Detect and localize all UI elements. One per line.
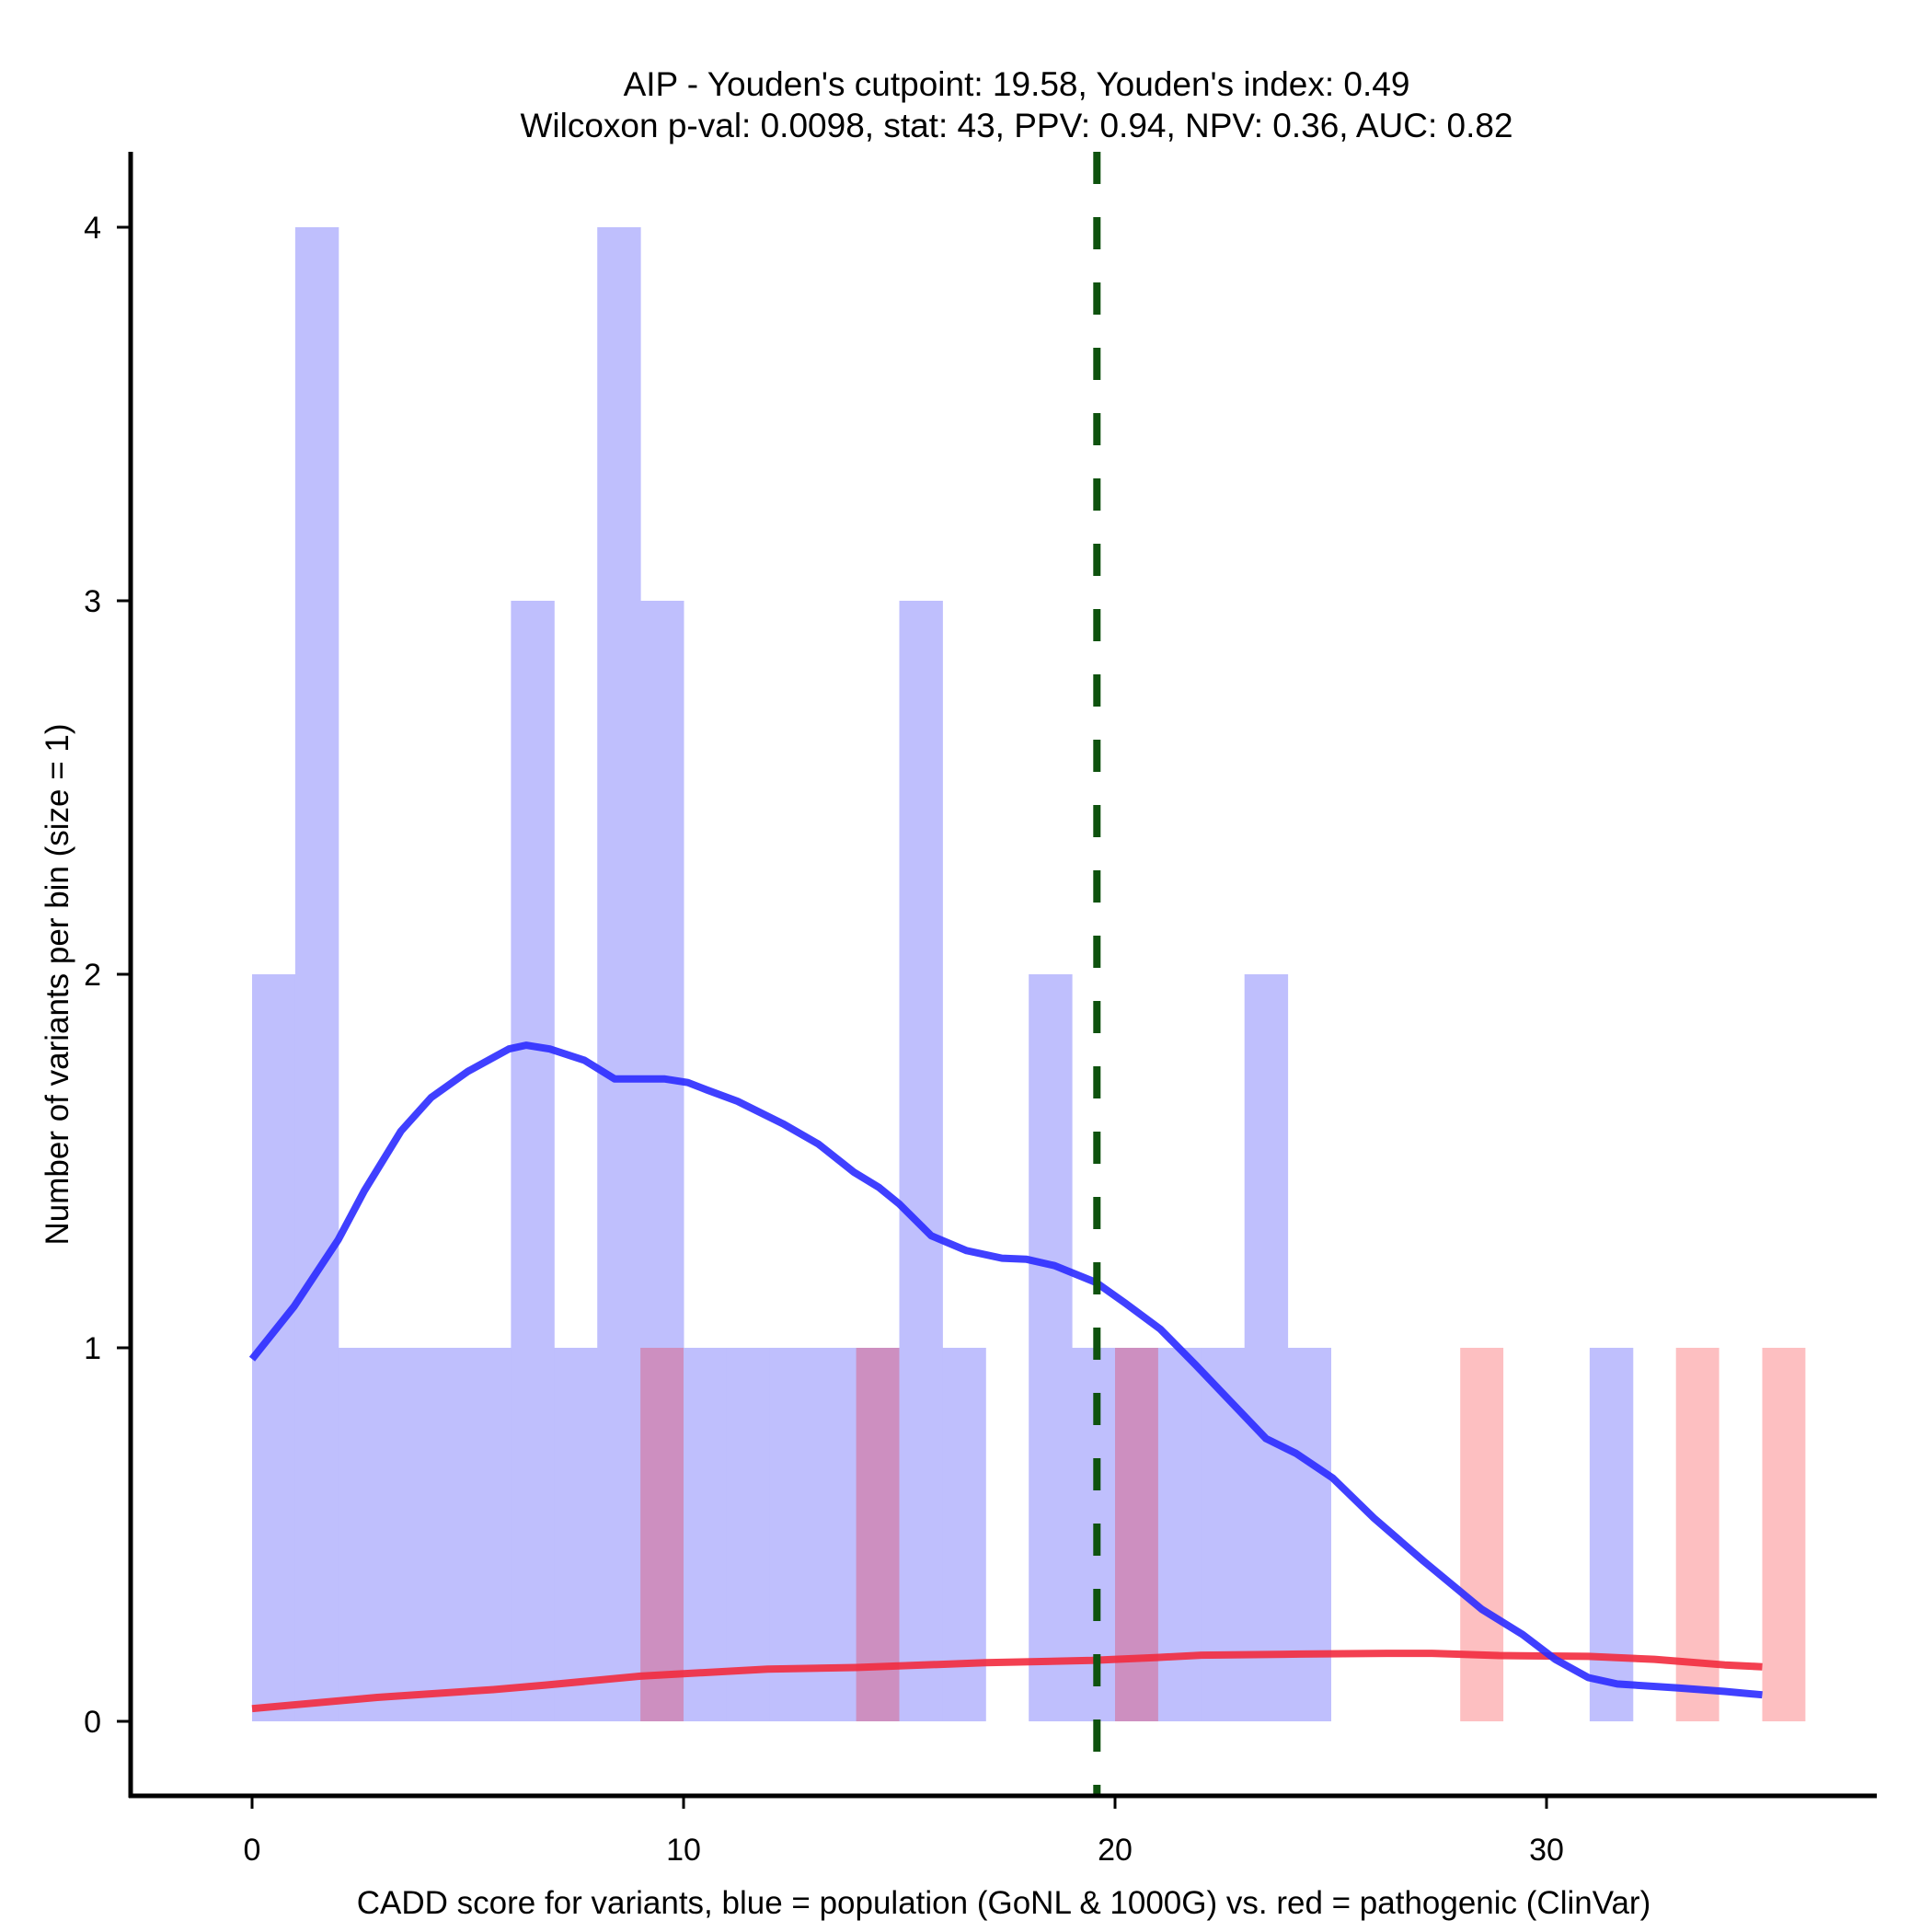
- y-tick-label: 0: [84, 1705, 101, 1740]
- y-tick-label: 4: [84, 211, 101, 246]
- population-bar: [684, 1348, 728, 1721]
- x-tick-label: 10: [666, 1833, 701, 1868]
- axes: 0 10 20 30 0 1 2 3 4: [84, 152, 1877, 1868]
- population-bar: [597, 227, 641, 1721]
- population-bar: [511, 601, 555, 1721]
- pathogenic-bar-overlap: [640, 1348, 684, 1721]
- chart-title: AIP - Youden's cutpoint: 19.58, Youden's…: [624, 65, 1410, 103]
- chart-subtitle: Wilcoxon p-val: 0.0098, stat: 43, PPV: 0…: [520, 107, 1512, 144]
- population-bar: [1201, 1348, 1246, 1721]
- population-bar: [726, 1348, 771, 1721]
- population-bar: [1029, 974, 1073, 1721]
- x-axis-title: CADD score for variants, blue = populati…: [357, 1885, 1651, 1921]
- population-bar: [338, 1348, 383, 1721]
- pathogenic-bar-overlap: [856, 1348, 900, 1721]
- y-axis-ticks: 0 1 2 3 4: [84, 211, 131, 1740]
- population-bar: [1589, 1348, 1634, 1721]
- x-tick-label: 0: [244, 1833, 261, 1868]
- population-bar: [554, 1348, 598, 1721]
- x-axis-ticks: 0 10 20 30: [244, 1796, 1564, 1868]
- population-bar: [942, 1348, 986, 1721]
- population-bar: [899, 601, 943, 1721]
- pathogenic-density-line: [251, 1650, 1763, 1713]
- x-tick-label: 20: [1098, 1833, 1133, 1868]
- x-tick-label: 30: [1529, 1833, 1564, 1868]
- population-bar: [812, 1348, 857, 1721]
- population-density-line: [248, 1041, 1763, 1699]
- density-lines: [248, 1041, 1763, 1713]
- y-axis-title: Number of variants per bin (size = 1): [40, 723, 75, 1245]
- y-tick-label: 2: [84, 958, 101, 993]
- pathogenic-bar: [1762, 1348, 1806, 1721]
- population-bar: [424, 1348, 468, 1721]
- population-bar: [1157, 1348, 1202, 1721]
- pathogenic-bar-overlap: [1115, 1348, 1158, 1721]
- population-bar: [467, 1348, 512, 1721]
- y-tick-label: 1: [84, 1331, 101, 1366]
- pathogenic-bar: [1460, 1348, 1504, 1721]
- population-bar: [1287, 1348, 1331, 1721]
- y-tick-label: 3: [84, 584, 101, 619]
- population-bar: [769, 1348, 814, 1721]
- population-bar: [294, 227, 339, 1721]
- chart-title-group: AIP - Youden's cutpoint: 19.58, Youden's…: [520, 65, 1512, 144]
- population-bar: [381, 1348, 426, 1721]
- population-bar: [1244, 974, 1289, 1721]
